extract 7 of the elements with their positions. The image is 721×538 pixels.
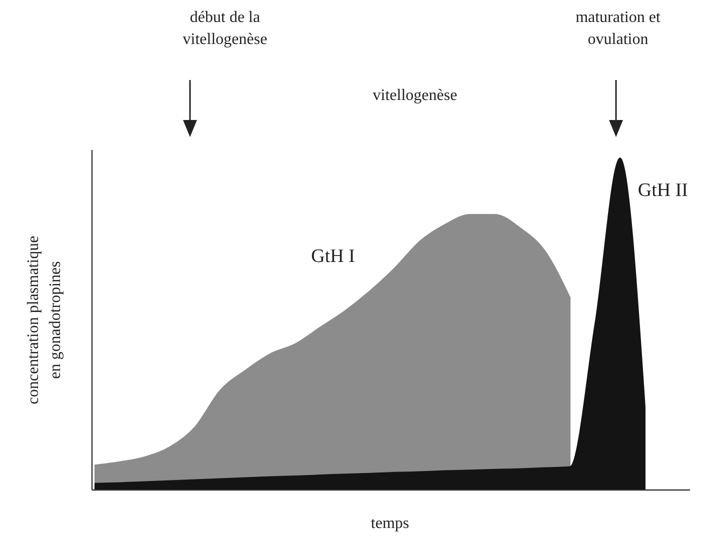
text: vitellogenèse: [372, 87, 458, 104]
series-label: GtH II: [638, 180, 688, 201]
text: maturation et ovulation: [576, 9, 661, 48]
x-axis-title: temps: [370, 515, 410, 532]
text: début de la vitellogenèse: [182, 9, 268, 48]
series-label: GtH I: [311, 246, 355, 267]
y-axis-title: concentration plasmatique en gonadotropines: [25, 236, 64, 404]
